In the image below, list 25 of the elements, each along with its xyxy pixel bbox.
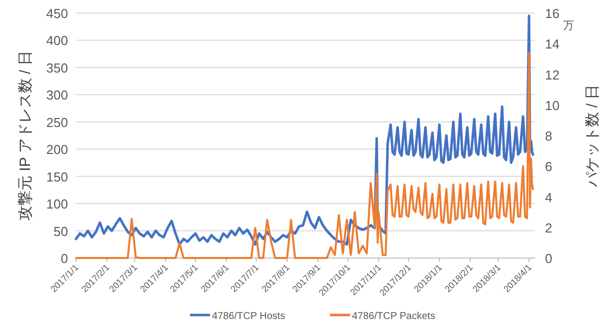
y2-tick-label: 0 (545, 251, 552, 266)
y2-tick-label: 6 (545, 159, 552, 174)
y2-tick-label: 12 (545, 67, 560, 82)
y-tick-label: 250 (46, 114, 68, 130)
y-tick-label: 450 (46, 6, 68, 21)
y2-tick-label: 8 (545, 128, 552, 144)
y-tick-label: 350 (46, 60, 68, 76)
y-tick-label: 200 (46, 142, 68, 158)
y-tick-label: 400 (46, 33, 68, 48)
y-tick-label: 100 (46, 196, 68, 212)
y2-tick-label: 14 (545, 36, 560, 52)
y2-tick-label: 16 (545, 6, 560, 21)
line-series (75, 52, 534, 259)
y-tick-label: 0 (60, 251, 68, 266)
y-axis-title: 攻撃元 IP アドレス数 / 日 (17, 50, 34, 220)
y2-tick-label: 10 (545, 98, 560, 113)
y2-tick-label: 4 (545, 190, 552, 205)
y-tick-label: 300 (46, 88, 68, 103)
legend-label: 4786/TCP Hosts (212, 311, 286, 322)
y-tick-label: 150 (46, 169, 68, 184)
y2-axis-title: パケット数 / 日 (584, 84, 601, 188)
legend-label: 4786/TCP Packets (352, 311, 436, 322)
y-tick-label: 50 (54, 224, 68, 239)
y2-tick-label: 2 (545, 220, 552, 236)
text: 万 (563, 20, 574, 32)
